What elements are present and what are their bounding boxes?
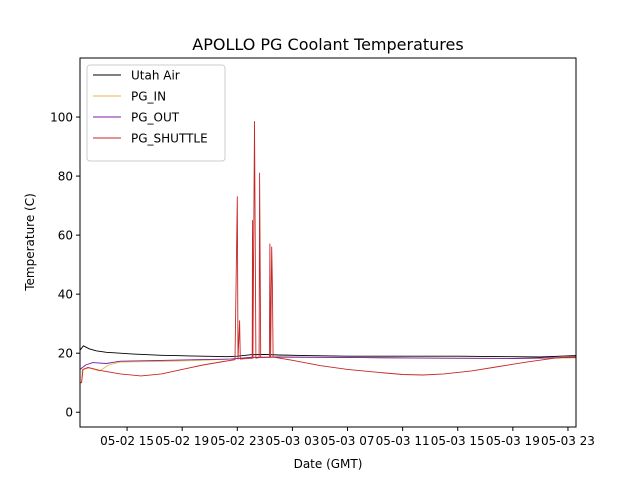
y-axis: 0 20 40 60 80 100	[50, 111, 80, 420]
x-tick-label: 05-03 03	[265, 434, 319, 448]
legend-label-pg-in: PG_IN	[131, 90, 166, 104]
series-line-pg-shuttle	[80, 121, 577, 384]
x-tick-label: 05-03 11	[376, 434, 430, 448]
plot-frame	[79, 57, 577, 428]
y-tick-label: 80	[58, 170, 73, 184]
y-tick-label: 60	[58, 229, 73, 243]
x-tick-label: 05-03 23	[541, 434, 595, 448]
legend-label-utah-air: Utah Air	[131, 69, 180, 83]
x-tick-label: 05-02 15	[100, 434, 154, 448]
legend-box	[86, 64, 226, 162]
series-line-utah-air	[79, 345, 577, 358]
y-tick-label: 0	[65, 406, 73, 420]
y-tick-label: 40	[58, 288, 73, 302]
x-axis-label: Date (GMT)	[294, 457, 363, 471]
x-axis: 05-02 15 05-02 19 05-02 23 05-03 03 05-03 07…	[100, 427, 595, 448]
x-tick-label: 05-02 19	[155, 434, 209, 448]
legend-label-pg-out: PG_OUT	[131, 111, 180, 125]
y-tick-label: 20	[58, 347, 73, 361]
x-tick-label: 05-03 19	[486, 434, 540, 448]
legend: Utah Air PG_IN PG_OUT PG_SHUTTLE	[86, 64, 226, 162]
y-axis-label: Temperature (C)	[23, 193, 37, 292]
series-layer	[79, 121, 577, 384]
legend-label-pg-shuttle: PG_SHUTTLE	[131, 132, 208, 146]
y-tick-label: 100	[50, 111, 73, 125]
chart-title: APOLLO PG Coolant Temperatures	[192, 35, 463, 54]
series-line-pg-out	[79, 356, 577, 370]
x-tick-label: 05-03 07	[321, 434, 375, 448]
x-tick-label: 05-03 15	[431, 434, 485, 448]
x-tick-label: 05-02 23	[210, 434, 264, 448]
